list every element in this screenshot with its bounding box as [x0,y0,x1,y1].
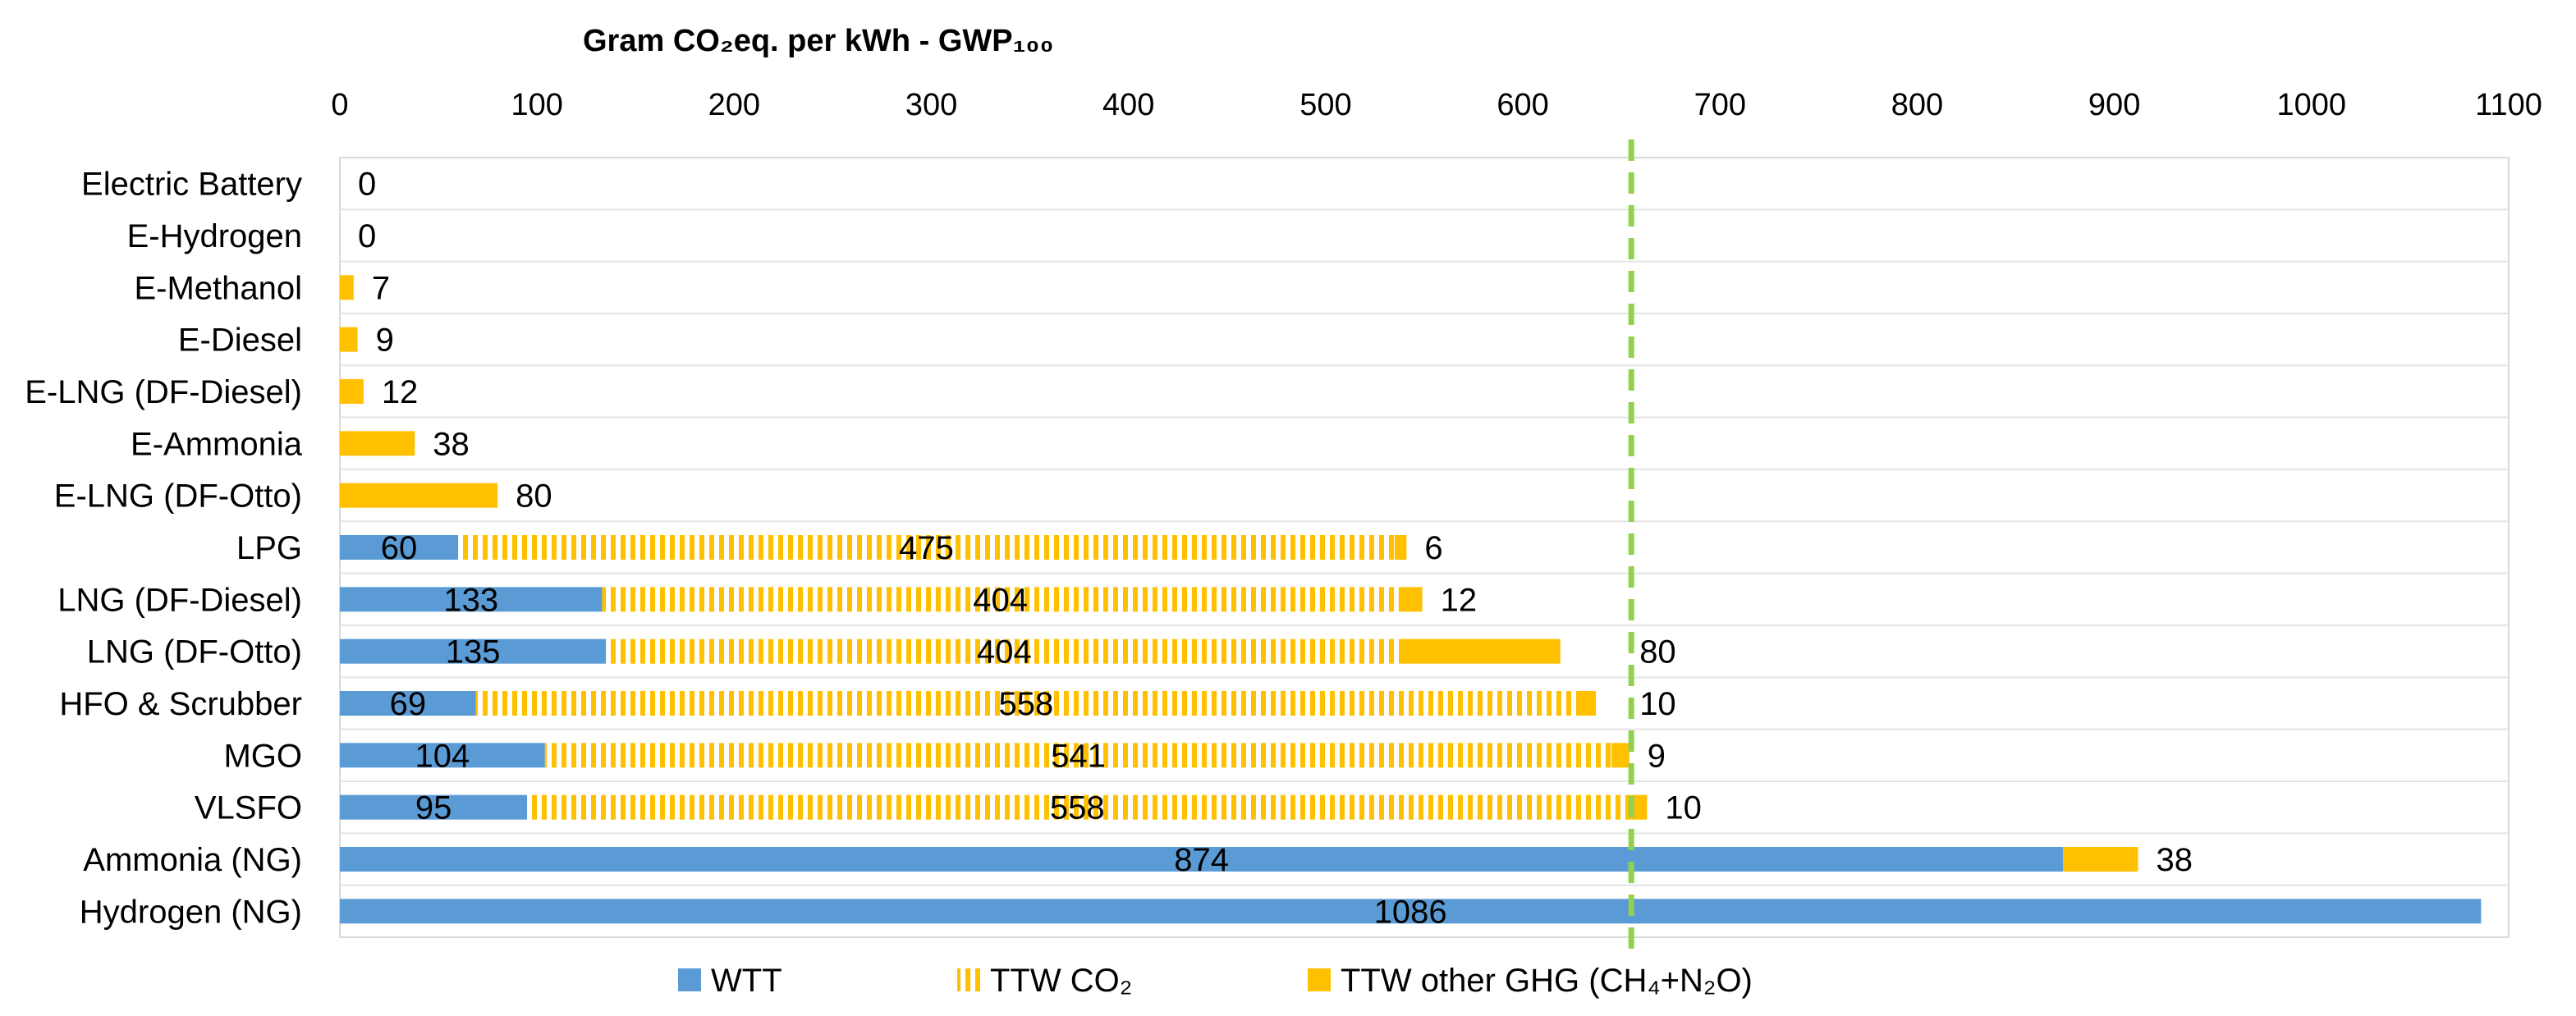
data-label: 9 [376,323,394,359]
data-label: 7 [372,270,390,306]
x-tick-label: 0 [331,88,348,122]
x-tick-label: 500 [1299,88,1351,122]
data-label: 38 [2156,842,2193,878]
plot-area: 0 100 200 300 400 500 600 700 800 900 1000 1100Elec… [25,88,2542,952]
category-label: E-Methanol [134,270,302,306]
data-label: 874 [1174,842,1229,878]
category-label: E-LNG (DF-Otto) [54,478,302,515]
data-label: 541 [1051,738,1106,774]
x-tick-label: 900 [2088,88,2140,122]
category-label: E-Ammonia [131,426,303,462]
x-tick-label: 300 [905,88,957,122]
data-label: 133 [443,582,498,618]
bar-wtt [340,794,528,820]
category-label: Hydrogen (NG) [80,894,302,930]
bar-wtt [340,743,545,768]
data-label: 0 [358,218,376,254]
bar-wtt [340,691,476,716]
category-label: E-Hydrogen [127,218,302,254]
data-label: 404 [973,582,1028,618]
bar-ttw-co2 [544,743,1612,768]
category-label: HFO & Scrubber [59,686,302,722]
category-label: Electric Battery [81,167,302,203]
legend-label: TTW CO₂ [990,963,1132,999]
bar-ttw-other-ghg [1402,638,1561,664]
data-label: 1086 [1374,894,1447,930]
bar-ttw-other-ghg [340,483,498,508]
x-tick-label: 1100 [2475,88,2542,122]
category-label: E-LNG (DF-Diesel) [25,374,302,410]
category-label: E-Diesel [178,323,302,359]
data-label: 6 [1424,530,1442,566]
data-label: 12 [382,374,419,410]
x-tick-label: 100 [511,88,562,122]
bar-ttw-co2 [527,794,1628,820]
category-label: VLSFO [195,790,302,826]
data-label: 9 [1648,738,1666,774]
category-label: Ammonia (NG) [83,842,302,878]
data-label: 95 [415,790,452,826]
bar-ttw-other-ghg [340,327,358,352]
data-label: 12 [1441,582,1478,618]
bar-wtt [340,638,607,664]
data-label: 80 [516,478,552,515]
data-label: 558 [998,686,1053,722]
data-label: 10 [1639,686,1676,722]
bar-ttw-other-ghg [1394,535,1407,560]
data-label: 475 [899,530,954,566]
bar-ttw-other-ghg [1575,691,1596,716]
bar-wtt [340,587,603,612]
bar-ttw-other-ghg [1398,587,1423,612]
x-tick-label: 400 [1102,88,1154,122]
bar-ttw-co2 [602,587,1399,612]
bar-ttw-other-ghg [340,379,364,404]
bar-wtt [340,899,2482,924]
category-label: MGO [223,738,302,774]
category-label: LPG [236,530,302,566]
legend-swatch [678,968,701,991]
x-tick-label: 600 [1497,88,1548,122]
data-label: 104 [415,738,470,774]
bar-ttw-other-ghg [340,275,354,300]
legend-entry: WTT [678,963,782,999]
legend-swatch [1308,968,1331,991]
legend-label: TTW other GHG (CH₄+N₂O) [1341,963,1753,999]
x-tick-label: 1000 [2277,88,2347,122]
data-label: 60 [381,530,418,566]
bar-ttw-co2 [475,691,1576,716]
bar-ttw-co2 [606,638,1403,664]
bar-wtt [340,847,2064,872]
data-label: 38 [433,426,470,462]
bar-ttw-other-ghg [2063,847,2138,872]
data-label: 135 [446,634,501,670]
category-label: LNG (DF-Otto) [87,634,302,670]
data-label: 0 [358,167,376,203]
bar-ttw-co2 [458,535,1395,560]
bar-ttw-other-ghg [340,431,415,456]
legend: WTT TTW CO₂ TTW other GHG (CH₄+N₂O) [678,963,1753,999]
legend-entry: TTW other GHG (CH₄+N₂O) [1308,963,1753,999]
data-label: 80 [1639,634,1676,670]
x-tick-label: 800 [1891,88,1943,122]
data-label: 404 [977,634,1032,670]
legend-entry: TTW CO₂ [957,963,1132,999]
legend-label: WTT [711,963,782,999]
data-label: 10 [1665,790,1701,826]
x-tick-label: 200 [708,88,760,122]
legend-swatch [957,968,980,991]
category-label: LNG (DF-Diesel) [57,582,302,618]
bar-ttw-other-ghg [1611,743,1629,768]
data-label: 558 [1050,790,1105,826]
data-label: 69 [390,686,427,722]
bar-wtt [340,535,459,560]
x-tick-label: 700 [1694,88,1746,122]
chart-title: Gram CO₂eq. per kWh - GWP₁₀₀ [583,24,1054,58]
